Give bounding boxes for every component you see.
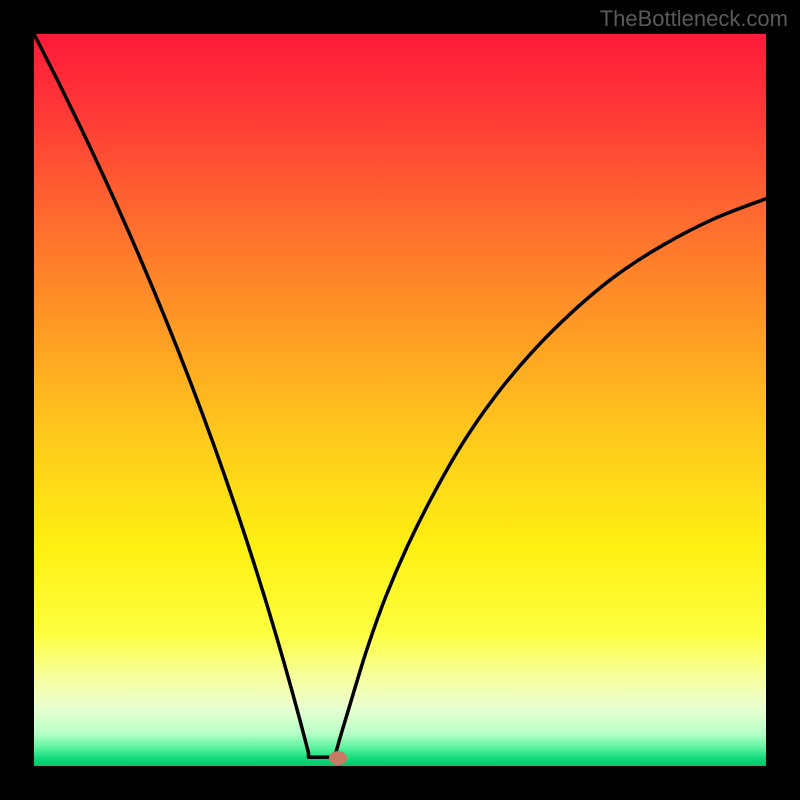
bottleneck-curve bbox=[34, 34, 766, 766]
watermark-text: TheBottleneck.com bbox=[600, 6, 788, 32]
optimum-marker bbox=[329, 751, 347, 765]
plot-area bbox=[34, 34, 766, 766]
